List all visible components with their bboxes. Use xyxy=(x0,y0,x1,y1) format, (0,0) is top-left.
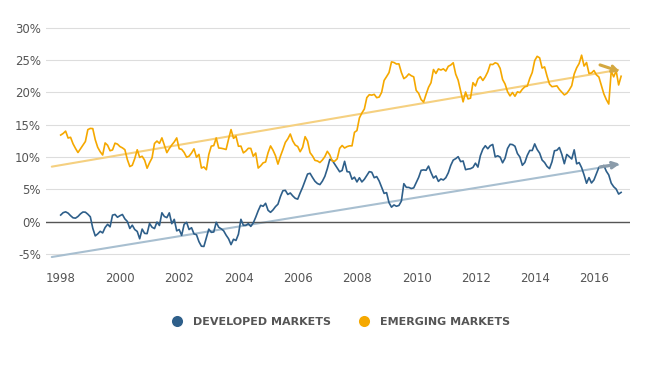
Legend: DEVELOPED MARKETS, EMERGING MARKETS: DEVELOPED MARKETS, EMERGING MARKETS xyxy=(162,313,514,332)
